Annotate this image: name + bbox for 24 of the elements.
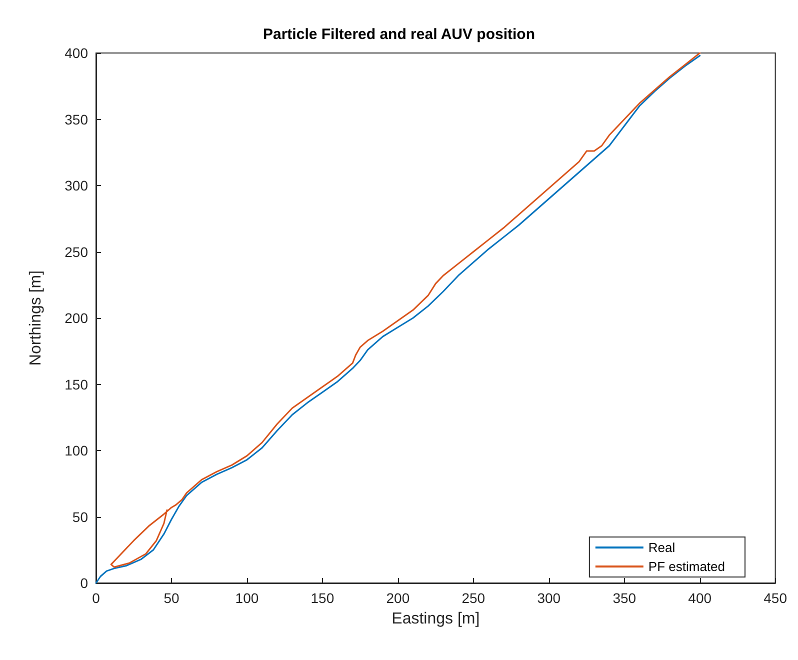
y-axis-title: Northings [m] bbox=[28, 270, 44, 366]
x-tick-label: 450 bbox=[764, 590, 788, 606]
x-tick-label: 50 bbox=[164, 590, 180, 606]
x-tick-label: 200 bbox=[386, 590, 410, 606]
y-tick-label: 100 bbox=[64, 442, 88, 458]
x-tick-label: 300 bbox=[537, 590, 561, 606]
x-tick-label: 400 bbox=[688, 590, 712, 606]
x-tick-label: 100 bbox=[235, 590, 259, 606]
x-tick-label: 350 bbox=[612, 590, 636, 606]
y-tick-label: 300 bbox=[64, 178, 88, 194]
x-tick-label: 0 bbox=[92, 590, 100, 606]
x-axis-title: Eastings [m] bbox=[392, 610, 480, 628]
y-tick-label: 400 bbox=[64, 45, 88, 61]
y-tick-label: 50 bbox=[72, 508, 88, 525]
x-tick-label: 250 bbox=[462, 590, 486, 606]
y-tick-label: 250 bbox=[64, 244, 88, 260]
legend-label: PF estimated bbox=[648, 559, 726, 574]
y-tick-label: 200 bbox=[64, 310, 88, 326]
y-tick-label: 350 bbox=[64, 111, 88, 128]
legend-label: Real bbox=[648, 540, 676, 555]
chart-title: Particle Filtered and real AUV position bbox=[262, 26, 536, 43]
y-tick-label: 0 bbox=[80, 575, 88, 591]
x-tick-label: 150 bbox=[310, 590, 334, 606]
y-tick-label: 150 bbox=[64, 376, 88, 392]
